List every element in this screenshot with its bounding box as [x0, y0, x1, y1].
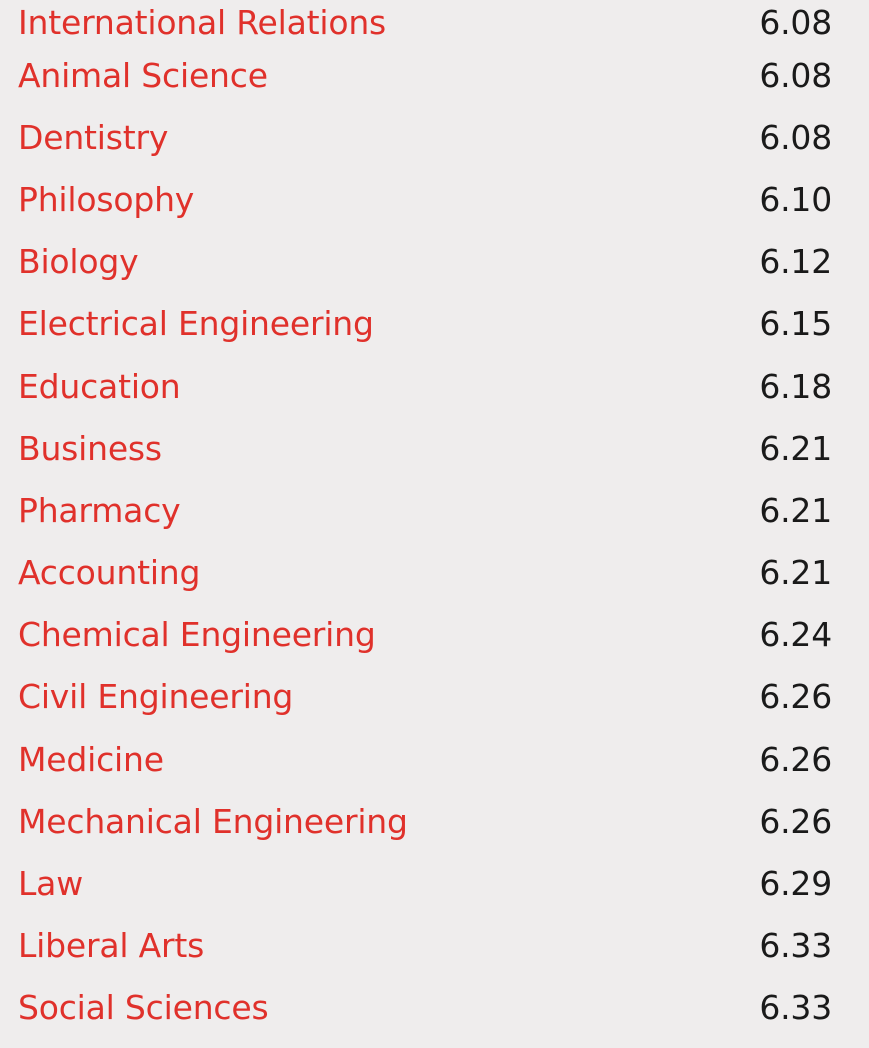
- subject-name: Civil Engineering: [18, 677, 294, 717]
- subject-name: Electrical Engineering: [18, 304, 374, 344]
- subject-score: 6.26: [759, 801, 832, 841]
- subject-score: 6.08: [759, 55, 832, 95]
- subject-score: 6.12: [759, 242, 832, 282]
- subject-name: Social Sciences: [18, 988, 269, 1028]
- subject-name: Mechanical Engineering: [18, 801, 408, 841]
- list-item: Education 6.18: [18, 355, 832, 417]
- list-item: Chemical Engineering 6.24: [18, 604, 832, 666]
- subject-name: Business: [18, 428, 162, 468]
- list-item: Biology 6.12: [18, 231, 832, 293]
- subject-name: Accounting: [18, 553, 201, 593]
- subject-name: Education: [18, 366, 181, 406]
- list-item: Philosophy 6.10: [18, 168, 832, 230]
- subject-score-list: International Relations 6.08 Animal Scie…: [18, 0, 832, 1039]
- list-item: Dentistry 6.08: [18, 106, 832, 168]
- list-item: Animal Science 6.08: [18, 44, 832, 106]
- subject-score: 6.33: [759, 988, 832, 1028]
- subject-score: 6.33: [759, 926, 832, 966]
- list-item: Electrical Engineering 6.15: [18, 293, 832, 355]
- subject-name: Philosophy: [18, 179, 195, 219]
- list-item: Civil Engineering 6.26: [18, 666, 832, 728]
- subject-score: 6.21: [759, 553, 832, 593]
- subject-score: 6.21: [759, 428, 832, 468]
- list-item: Law 6.29: [18, 852, 832, 914]
- subject-name: Biology: [18, 242, 139, 282]
- list-item: Medicine 6.26: [18, 728, 832, 790]
- list-item: Accounting 6.21: [18, 542, 832, 604]
- subject-name: Liberal Arts: [18, 926, 205, 966]
- subject-name: Dentistry: [18, 117, 169, 157]
- list-item: Mechanical Engineering 6.26: [18, 790, 832, 852]
- list-item: Liberal Arts 6.33: [18, 915, 832, 977]
- subject-name: International Relations: [18, 2, 387, 42]
- subject-name: Pharmacy: [18, 490, 181, 530]
- list-item: Pharmacy 6.21: [18, 479, 832, 541]
- subject-score: 6.29: [759, 864, 832, 904]
- subject-score: 6.08: [759, 2, 832, 42]
- subject-score: 6.10: [759, 179, 832, 219]
- subject-name: Medicine: [18, 739, 164, 779]
- subject-score: 6.21: [759, 490, 832, 530]
- subject-name: Chemical Engineering: [18, 615, 376, 655]
- subject-score: 6.26: [759, 677, 832, 717]
- list-item: Business 6.21: [18, 417, 832, 479]
- subject-score: 6.18: [759, 366, 832, 406]
- subject-score: 6.26: [759, 739, 832, 779]
- subject-score: 6.24: [759, 615, 832, 655]
- subject-score: 6.08: [759, 117, 832, 157]
- subject-name: Law: [18, 864, 83, 904]
- subject-score: 6.15: [759, 304, 832, 344]
- subject-name: Animal Science: [18, 55, 268, 95]
- list-item: Social Sciences 6.33: [18, 977, 832, 1039]
- list-item: International Relations 6.08: [18, 0, 832, 44]
